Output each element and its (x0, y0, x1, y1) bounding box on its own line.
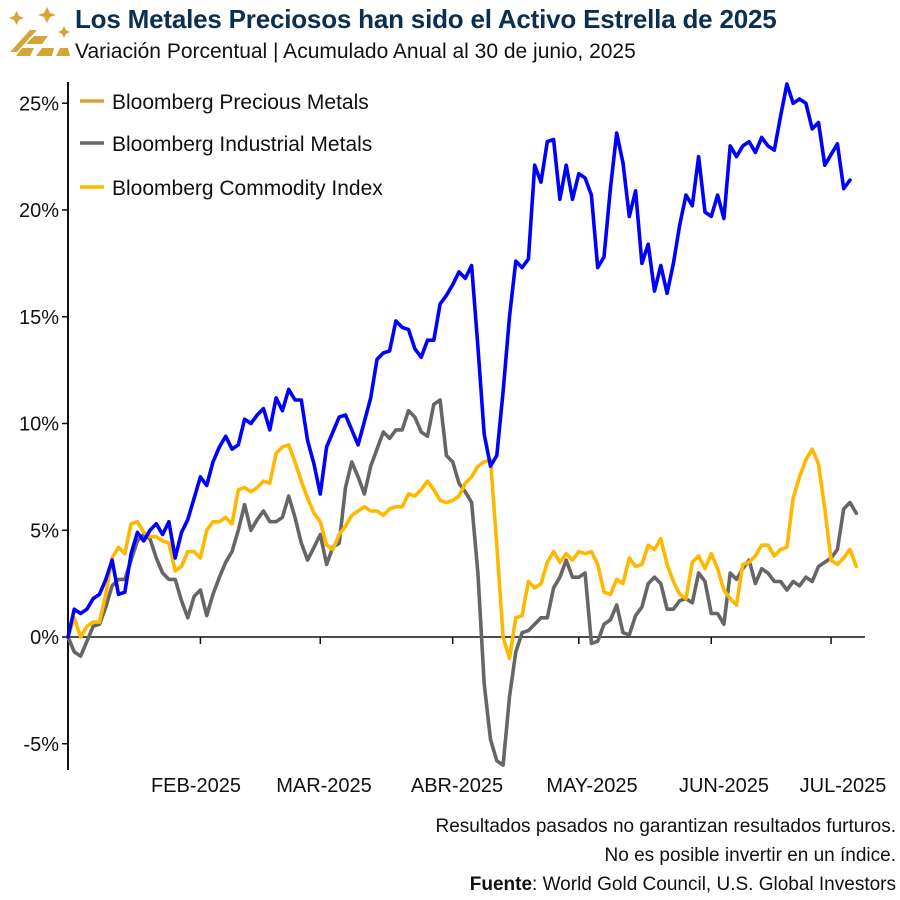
sparkle-icon (38, 7, 56, 23)
x-tick-label: JUN-2025 (679, 775, 769, 797)
source-text: : World Gold Council, U.S. Global Invest… (532, 874, 896, 895)
x-tick-label: MAR-2025 (276, 775, 372, 797)
x-tick-label: JUL-2025 (800, 775, 887, 797)
source-label: Fuente (469, 874, 533, 895)
y-tick-label: 0% (30, 627, 59, 649)
y-tick-label: -5% (23, 734, 59, 756)
axes: -5% 0% 5% 10% 15% 20% 25% FEB-2025 MAR-2025 ABR-2… (19, 82, 886, 797)
x-tick-label: FEB-2025 (151, 775, 241, 797)
gold-bar-icon (56, 48, 70, 56)
y-tick-label: 5% (30, 520, 59, 542)
y-tick-label: 25% (19, 93, 59, 115)
disclaimer-index: No es posible invertir en un índice. (604, 845, 897, 866)
x-tick-label: ABR-2025 (411, 775, 503, 797)
gold-bar-icon (10, 30, 37, 52)
sparkle-icon (9, 11, 24, 25)
series-line-bloomberg-precious-metals-plotted-line (66, 82, 852, 639)
sparkle-icon (58, 26, 70, 38)
series-lines (66, 82, 859, 767)
legend: Bloomberg Precious Metals Bloomberg Indus… (80, 91, 383, 200)
gold-bar-icon (16, 48, 34, 56)
gold-bar-icon (36, 48, 54, 56)
series-line-bloomberg-industrial-metals (66, 398, 859, 767)
y-tick-label: 15% (19, 307, 59, 329)
series-line-bloomberg-commodity-index (66, 443, 859, 661)
chart-subtitle: Variación Porcentual | Acumulado Anual a… (75, 40, 636, 63)
source-note: Fuente: World Gold Council, U.S. Global … (470, 874, 896, 896)
y-tick-label: 20% (19, 200, 59, 222)
chart-title: Los Metales Preciosos han sido el Activo… (75, 4, 777, 34)
disclaimer-past-results: Resultados pasados no garantizan resulta… (435, 816, 897, 837)
legend-label: Bloomberg Industrial Metals (112, 133, 372, 156)
gold-bars-sparkles-icon (9, 7, 70, 56)
y-tick-label: 10% (19, 414, 59, 436)
legend-label: Bloomberg Commodity Index (112, 177, 383, 200)
x-tick-label: MAY-2025 (546, 775, 637, 797)
gold-bar-icon (26, 36, 48, 44)
legend-label: Bloomberg Precious Metals (112, 91, 369, 114)
